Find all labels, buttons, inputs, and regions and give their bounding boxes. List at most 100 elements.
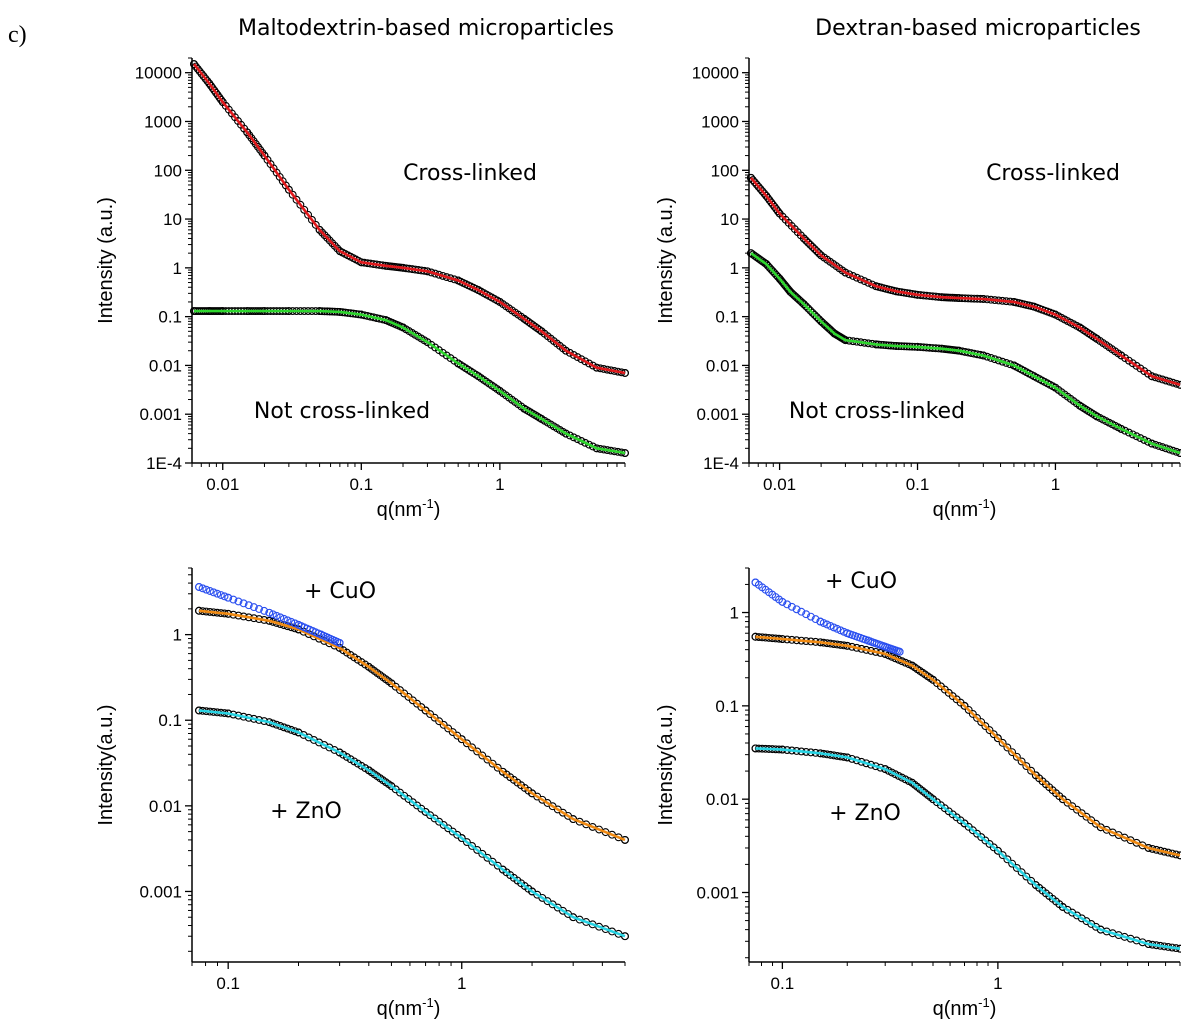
- data-point: [528, 789, 537, 798]
- data-point: [287, 617, 296, 626]
- chart-dextran-bottom: 0.001 0.01 0.1 1 0.1 1 q(nm-1) Intensity(a.u.) +…: [655, 567, 1181, 1020]
- y-axis-label: Intensity (a.u.): [655, 197, 677, 324]
- data-point: [488, 759, 497, 768]
- data-point: [585, 440, 593, 449]
- data-point: [810, 245, 819, 253]
- data-point: [325, 236, 334, 245]
- data-point: [812, 313, 821, 322]
- data-point: [272, 611, 281, 620]
- series-0: [190, 60, 629, 377]
- data-point: [960, 701, 969, 710]
- data-point: [908, 778, 917, 787]
- x-tick-label: 0.01: [206, 475, 239, 494]
- data-point: [243, 128, 252, 137]
- data-point: [495, 386, 504, 395]
- data-point: [537, 414, 546, 423]
- series-2: [751, 744, 1181, 953]
- x-axis-label: q(nm-1): [933, 496, 997, 521]
- data-point: [1096, 823, 1105, 832]
- data-point: [462, 838, 471, 846]
- data-point: [815, 249, 823, 258]
- data-point: [535, 325, 544, 334]
- annotation: Not cross-linked: [254, 399, 430, 424]
- column-title-maltodextrin: Maltodextrin-based microparticles: [238, 16, 614, 41]
- data-point: [973, 714, 981, 722]
- y-tick-label: 100: [154, 161, 182, 180]
- data-point: [239, 599, 248, 608]
- data-point: [234, 597, 243, 606]
- data-point: [565, 348, 574, 357]
- y-tick-label: 0.1: [158, 308, 182, 327]
- annotation: + ZnO: [829, 801, 901, 826]
- data-point: [921, 789, 930, 797]
- data-point: [1017, 757, 1026, 766]
- data-point: [315, 225, 324, 234]
- data-point: [998, 851, 1007, 860]
- data-point: [335, 638, 344, 647]
- data-point: [783, 600, 792, 609]
- y-tick-label: 0.1: [715, 697, 739, 716]
- data-point: [468, 842, 476, 850]
- fit-line: [198, 709, 626, 938]
- data-point: [762, 260, 771, 268]
- fit-line: [192, 63, 626, 375]
- data-point: [335, 748, 344, 757]
- data-point: [843, 629, 852, 638]
- data-point: [1075, 323, 1084, 332]
- series-0: [747, 173, 1181, 389]
- data-point: [218, 98, 227, 107]
- data-point: [1027, 876, 1036, 885]
- data-point: [562, 429, 570, 438]
- data-point: [288, 190, 297, 199]
- data-point: [213, 589, 222, 598]
- data-point: [856, 275, 865, 284]
- data-point: [577, 437, 586, 445]
- series-2: [195, 706, 629, 941]
- data-point: [528, 887, 537, 896]
- data-point: [335, 247, 344, 256]
- data-point: [806, 612, 815, 621]
- data-point: [747, 173, 755, 182]
- data-point: [276, 613, 285, 622]
- data-point: [577, 355, 586, 364]
- data-point: [762, 191, 771, 200]
- data-point: [910, 780, 919, 789]
- data-point: [1051, 383, 1060, 392]
- data-point: [569, 433, 578, 442]
- data-point: [296, 200, 305, 209]
- data-point: [804, 304, 813, 313]
- data-point: [816, 617, 825, 626]
- series-1: [747, 249, 1181, 457]
- data-point: [797, 607, 806, 616]
- data-point: [209, 588, 218, 597]
- x-axis-label: q(nm-1): [933, 995, 997, 1020]
- x-tick-label: 1: [457, 974, 466, 993]
- data-point: [290, 619, 299, 628]
- data-point: [468, 743, 476, 752]
- x-tick-label: 0.1: [771, 974, 795, 993]
- data-point: [929, 675, 937, 684]
- annotation: Not cross-linked: [789, 399, 965, 424]
- x-tick-label: 1: [1051, 475, 1060, 494]
- data-point: [981, 722, 990, 731]
- data-point: [1027, 766, 1036, 775]
- data-point: [751, 578, 760, 587]
- y-tick-label: 1: [730, 604, 739, 623]
- data-point: [581, 357, 590, 366]
- data-point: [195, 583, 203, 591]
- y-tick-label: 10000: [692, 64, 739, 83]
- data-point: [1121, 426, 1130, 435]
- data-point: [474, 286, 483, 295]
- data-point: [202, 585, 211, 594]
- data-point: [811, 615, 820, 624]
- x-axis-label: q(nm-1): [377, 995, 441, 1020]
- data-point: [916, 784, 924, 793]
- data-point: [573, 353, 582, 362]
- x-tick-label: 1: [495, 475, 504, 494]
- data-point: [923, 791, 932, 800]
- data-point: [224, 593, 233, 602]
- data-point: [573, 435, 582, 444]
- chart-malto-top: 1E-4 0.001 0.01 0.1 1 10 100 1000 10000 0.01 0.1 1 q…: [95, 57, 629, 521]
- data-point: [1008, 748, 1017, 757]
